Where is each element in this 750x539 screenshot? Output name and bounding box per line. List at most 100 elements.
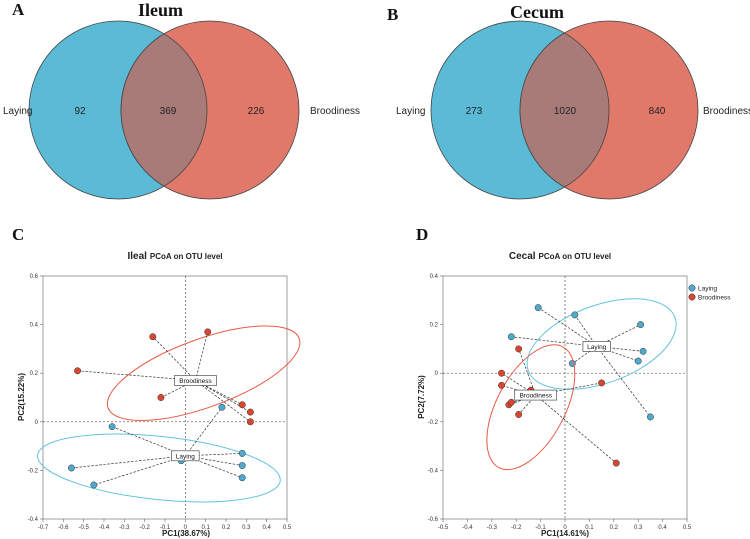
pcoa-ileal-ytick-label: -0.2	[28, 468, 39, 474]
pcoa-ileal-title-prefix: Ileal	[127, 251, 147, 262]
pcoa-cecal-broodiness-centroid-box	[514, 389, 558, 401]
pcoa-cecal-broodiness-point	[515, 345, 523, 353]
pcoa-ileal-broodiness-centroid-label: Broodiness	[179, 378, 212, 385]
pcoa-cecal-broodiness-point	[612, 459, 620, 467]
pcoa-cecal-laying-point	[639, 347, 647, 355]
venn-ileum-overlap	[120, 33, 208, 187]
pcoa-cecal-xtick-label: -0.5	[438, 525, 449, 531]
pcoa-ileal-ytick-label: 0	[35, 420, 39, 426]
pcoa-ileal-laying-centroid-box	[171, 450, 200, 462]
pcoa-ileal-title-suffix: PCoA on OTU level	[150, 252, 223, 261]
pcoa-ileal-laying-point	[90, 481, 98, 489]
pcoa-ileal-laying-spoke	[93, 455, 186, 486]
pcoa-ileal-xtick-label: 0.4	[262, 525, 271, 531]
pcoa-ileal-ytick-label: 0.4	[30, 323, 39, 329]
pcoa-ileal-broodiness-point	[246, 408, 254, 416]
pcoa-ileal-laying-point	[108, 423, 116, 431]
pcoa-cecal-laying-ellipse	[526, 298, 677, 390]
pcoa-ileal-title: Ileal PCoA on OTU level	[127, 251, 222, 262]
legend-broodiness-label: Broodiness	[698, 295, 731, 302]
pcoa-cecal-laying-point	[646, 413, 654, 421]
venn-title-cecum: Cecum	[510, 2, 564, 22]
pcoa-ileal-broodiness-point	[149, 333, 157, 341]
panel-letter-d: D	[416, 225, 429, 244]
pcoa-cecal-broodiness-point	[598, 379, 606, 387]
pcoa-cecal-laying-spoke	[511, 336, 597, 347]
pcoa-cecal-xtick-label: 0.5	[683, 525, 692, 531]
venn-ileum-laying-only-count: 92	[74, 106, 86, 117]
pcoa-ileal-xtick-label: 0.3	[242, 525, 251, 531]
pcoa-cecal-laying-point	[507, 333, 515, 341]
pcoa-cecal-xtick-label: 0.3	[634, 525, 643, 531]
pcoa-ileal-xtick-label: 0	[184, 525, 188, 531]
pcoa-ileal-xtick-label: -0.2	[139, 525, 150, 531]
pcoa-cecal-ytick-label: 0.4	[430, 274, 439, 280]
pcoa-cecal-ytick-label: 0.2	[430, 323, 439, 329]
panel-letter-a: A	[12, 0, 25, 19]
pcoa-cecal-broodiness-spoke	[535, 394, 617, 464]
pcoa-ileal-laying-point	[68, 464, 75, 472]
pcoa-cecal-ytick-label: 0	[435, 371, 439, 377]
pcoa-cecal-xlabel: PC1(14.61%)	[541, 529, 589, 538]
pcoa-ileal-xtick-label: -0.3	[119, 525, 130, 531]
venn-cecum-broodiness-only-count: 840	[649, 106, 666, 117]
pcoa-ileal-laying-centroid-label: Laying	[176, 453, 196, 460]
pcoa-cecal-laying-spoke	[596, 346, 639, 362]
pcoa-ileal-xtick-label: 0.1	[201, 525, 210, 531]
pcoa-ileal-broodiness-point	[246, 418, 254, 426]
venn-ileum-laying-label: Laying	[3, 106, 32, 117]
pcoa-ileal-laying-point	[218, 403, 226, 411]
pcoa-cecal-broodiness-point	[507, 398, 515, 406]
pcoa-cecal-broodiness-point	[498, 369, 506, 377]
pcoa-ileal-ytick-label: -0.4	[28, 517, 39, 523]
pcoa-cecal-xtick-label: 0.4	[658, 525, 667, 531]
pcoa-ileal: Ileal PCoA on OTU level PC1(38.67%) PC2(1…	[17, 251, 301, 538]
pcoa-ileal-xtick-label: 0.2	[222, 525, 231, 531]
pcoa-ileal-laying-ellipse	[37, 433, 281, 503]
pcoa-ileal-ytick-label: 0.2	[30, 371, 39, 377]
pcoa-cecal-xtick-label: -0.1	[535, 525, 546, 531]
venn-cecum-laying-label: Laying	[396, 106, 425, 117]
pcoa-cecal-broodiness-spoke	[501, 372, 536, 396]
pcoa-cecal-broodiness-point	[515, 411, 523, 418]
venn-cecum-broodiness-label: Broodiness	[703, 106, 750, 117]
venn-title-ileum: Ileum	[138, 0, 183, 20]
pcoa-cecal-title-prefix: Cecal	[509, 251, 536, 262]
panel-letter-c: C	[12, 225, 25, 244]
pcoa-ileal-xtick-label: -0.5	[78, 525, 89, 531]
pcoa-cecal-title-suffix: PCoA on OTU level	[539, 252, 612, 261]
pcoa-cecal: Cecal PCoA on OTU level PC1(14.61%) PC2(7…	[417, 251, 731, 538]
pcoa-cecal-broodiness-centroid-label: Broodiness	[519, 393, 552, 400]
pcoa-ileal-broodiness-spoke	[152, 336, 196, 381]
venn-cecum-laying-only-count: 273	[466, 106, 483, 117]
pcoa-ileal-broodiness-ellipse	[106, 325, 301, 421]
pcoa-cecal-title: Cecal PCoA on OTU level	[509, 251, 611, 262]
pcoa-cecal-laying-point	[571, 311, 579, 319]
legend-laying-label: Laying	[698, 286, 718, 293]
pcoa-cecal-ylabel: PC2(7.72%)	[417, 375, 426, 419]
pcoa-cecal-xtick-label: -0.4	[462, 525, 473, 531]
venn-cecum: Laying Broodiness 273 1020 840	[396, 20, 750, 200]
venn-ileum: Laying Broodiness 92 369 226	[3, 20, 360, 200]
pcoa-ileal-broodiness-point	[74, 367, 82, 375]
venn-cecum-shared-count: 1020	[554, 106, 577, 117]
pcoa-cecal-broodiness-spoke	[535, 382, 602, 396]
pcoa-ileal-laying-point	[238, 474, 246, 482]
pcoa-ileal-broodiness-centroid-box	[174, 375, 217, 386]
pcoa-ileal-ylabel: PC2(15.22%)	[17, 373, 26, 421]
pcoa-cecal-ytick-label: -0.4	[428, 468, 439, 474]
pcoa-cecal-xtick-label: -0.3	[487, 525, 498, 531]
venn-cecum-overlap	[519, 32, 610, 188]
pcoa-ileal-plot-frame	[42, 275, 288, 520]
pcoa-cecal-laying-point	[534, 304, 542, 312]
pcoa-ileal-broodiness-spoke	[195, 331, 209, 381]
pcoa-ileal-xtick-label: -0.6	[58, 525, 69, 531]
pcoa-cecal-broodiness-point	[498, 381, 506, 389]
pcoa-cecal-laying-centroid-label: Laying	[587, 344, 607, 351]
venn-ileum-broodiness-label: Broodiness	[310, 106, 360, 117]
legend-broodiness-marker	[688, 293, 696, 301]
pcoa-cecal-laying-spoke	[596, 346, 651, 418]
pcoa-cecal-ytick-label: -0.6	[428, 517, 439, 523]
pcoa-cecal-xtick-label: 0	[563, 525, 567, 531]
